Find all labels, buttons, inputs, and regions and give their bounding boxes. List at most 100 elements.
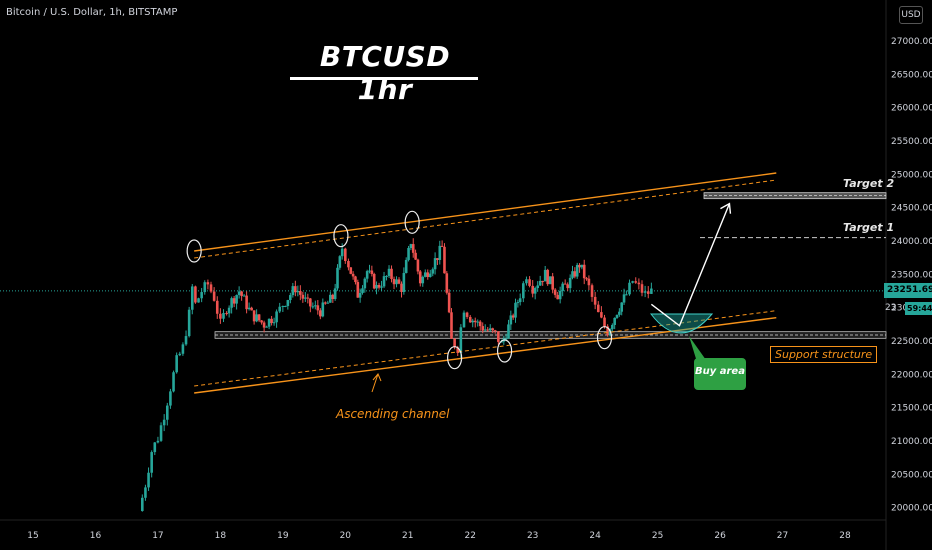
candle-body [478,321,482,327]
candle-body [447,292,451,313]
candle-body [618,311,621,315]
candle-body [453,338,456,348]
candle-body [265,326,268,328]
candle-body [640,284,644,293]
candle-body [418,271,422,284]
candle-body [462,312,466,328]
candle-body [606,326,609,336]
candle-body [421,276,425,284]
candle-body [566,284,569,289]
y-tick-label: 20000.00 [891,504,932,514]
y-tick-label: 27000.00 [891,37,932,47]
candle-body [511,315,515,318]
candle-body [468,316,472,323]
x-tick-label: 21 [402,531,413,541]
candle-body [319,310,322,317]
candle-body [622,294,626,303]
candle-body [400,283,403,292]
projection-arrowhead [720,202,732,214]
candle-body [356,282,360,298]
x-tick-label: 26 [714,531,726,541]
x-tick-label: 15 [27,531,38,541]
candle-body [643,291,647,293]
candle-body [546,269,549,285]
candle-body [227,307,231,314]
candle-body [568,277,572,289]
candle-body [587,278,591,286]
candle-body [392,278,396,285]
candle-body [556,294,559,300]
candle-body [349,267,353,274]
candle-body [230,298,233,308]
projection-arrow [650,203,731,327]
candle-body [278,306,282,312]
candle-body [409,244,413,249]
candle-body [497,331,500,342]
candle-body [144,487,147,498]
candle-body [385,275,388,277]
candle-body [596,304,600,313]
candle-body [351,273,355,277]
x-tick-label: 16 [90,531,102,541]
candle-body [324,302,327,304]
x-tick-label: 23 [527,531,538,541]
candle-body [426,272,430,277]
candle-body [296,291,300,293]
candle-body [625,294,628,296]
candle-body [311,306,315,308]
candle-body [404,259,408,273]
candle-body [504,338,508,340]
y-tick-label: 25500.00 [891,137,932,147]
x-tick-label: 24 [589,531,601,541]
candle-body [423,272,427,277]
buy-area-shape [649,313,714,334]
partial-price-tag: 23 [885,303,897,313]
candle-body [380,286,383,288]
candle-body [631,281,634,283]
candle-body [245,295,248,310]
candle-body [250,307,253,311]
candle-body [593,296,597,305]
candle-body [358,292,362,298]
price-axis[interactable]: 27000.00 26500.00 26000.00 25500.00 25000.00… [891,37,932,514]
currency-button[interactable]: USD [899,6,923,24]
candle-body [382,276,386,287]
candle-body [361,288,364,293]
candle-body [528,279,531,286]
candle-body [558,290,562,300]
candle-body [522,283,525,299]
symbol-title[interactable]: Bitcoin / U.S. Dollar, 1h, BITSTAMP [6,7,178,18]
candle-body [200,292,203,299]
candle-body [514,302,517,318]
candle-body [354,276,357,283]
candle-body [257,314,261,321]
x-tick-label: 19 [277,531,289,541]
candle-body [390,268,393,279]
candle-body [411,244,415,253]
target-1-label: Target 1 [843,221,895,234]
candle-body [578,264,581,268]
touch-point-circle [496,339,513,363]
candle-body [294,286,297,293]
x-tick-label: 28 [839,531,851,541]
candle-body [165,405,169,420]
channel-arrow [371,373,382,393]
candle-body [194,286,197,303]
candle-body [197,298,200,303]
y-tick-label: 26000.00 [891,104,932,114]
candle-body [507,324,510,339]
candle-body [582,264,586,279]
candle-body [488,328,492,331]
touch-point-circle [596,326,613,350]
y-tick-label: 26500.00 [891,70,932,80]
candle-body [573,271,577,277]
candle-body [500,341,503,343]
candle-body [538,280,542,286]
candle-body [316,305,320,311]
candle-body [333,288,337,299]
time-axis[interactable]: 15 16 17 18 19 20 21 22 23 24 25 26 27 28 [27,531,851,541]
candle-body [483,329,487,331]
candle-body [375,284,378,289]
y-tick-label: 22000.00 [891,370,932,380]
